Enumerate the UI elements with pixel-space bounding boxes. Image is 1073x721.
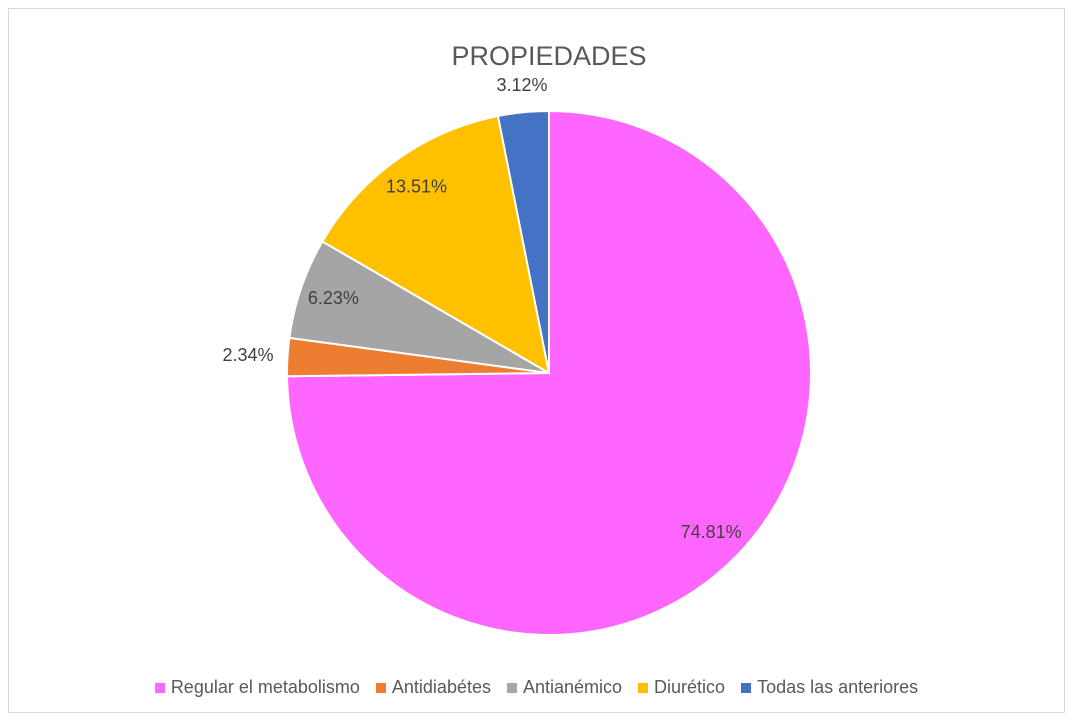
- data-label: 3.12%: [496, 75, 547, 95]
- legend-swatch: [638, 682, 649, 693]
- legend-swatch: [741, 682, 752, 693]
- legend-item: Regular el metabolismo: [154, 677, 360, 698]
- legend-label: Antidiabétes: [391, 677, 491, 697]
- legend-swatch: [154, 682, 165, 693]
- chart-title: PROPIEDADES: [451, 41, 646, 71]
- legend-item: Diurético: [638, 677, 725, 698]
- data-label: 2.34%: [222, 345, 273, 365]
- legend-item: Antidiabétes: [375, 677, 491, 698]
- data-label: 13.51%: [386, 176, 447, 196]
- data-label: 74.81%: [681, 522, 742, 542]
- pie-slice: [286, 109, 812, 636]
- legend-swatch: [375, 682, 386, 693]
- pie-slice: [496, 109, 550, 374]
- legend: Regular el metabolismo Antidiabétes Antian…: [0, 677, 1073, 698]
- legend-item: Todas las anteriores: [741, 677, 918, 698]
- pie-slice: [321, 114, 551, 375]
- legend-swatch: [506, 682, 517, 693]
- data-label: 6.23%: [308, 288, 359, 308]
- legend-label: Antianémico: [522, 677, 623, 697]
- chart-border: [8, 8, 1065, 713]
- legend-label: Regular el metabolismo: [170, 677, 360, 697]
- legend-item: Antianémico: [506, 677, 623, 698]
- legend-label: Diurético: [654, 677, 726, 697]
- legend-label: Todas las anteriores: [757, 677, 919, 697]
